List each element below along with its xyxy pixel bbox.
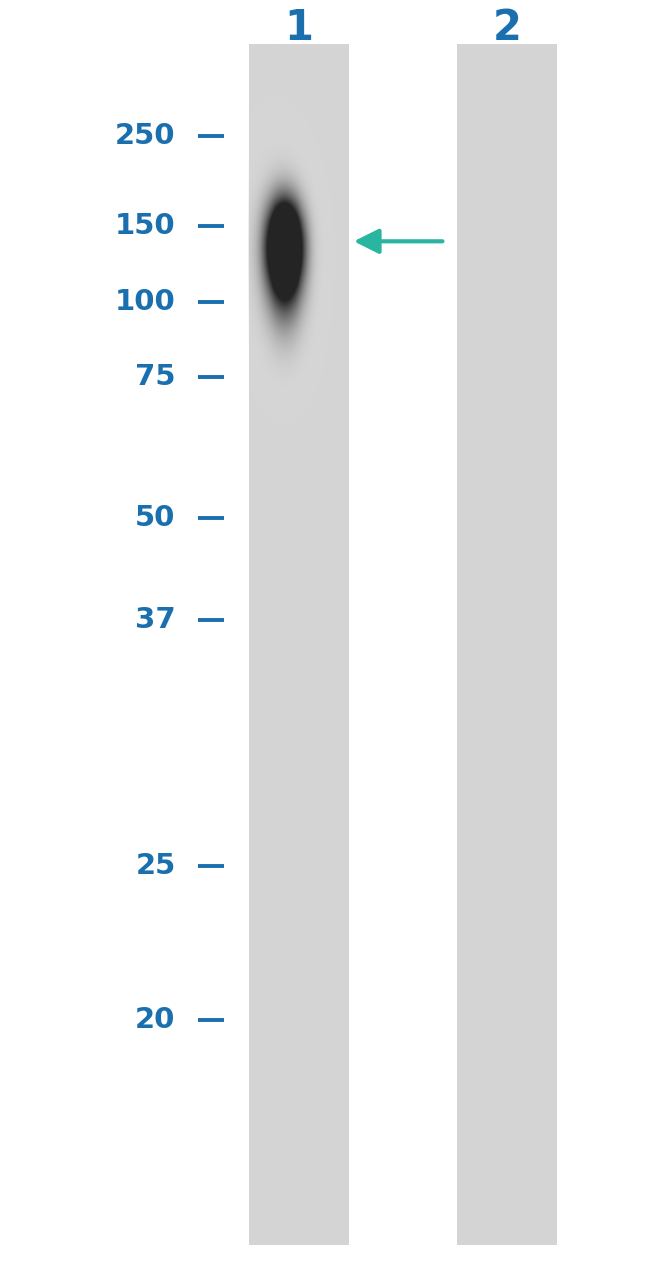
Text: 1: 1 [285, 6, 313, 50]
Bar [456, 44, 558, 1245]
Text: 2: 2 [493, 6, 521, 50]
Text: 100: 100 [115, 288, 176, 316]
Text: 20: 20 [135, 1006, 176, 1034]
Text: 75: 75 [135, 363, 176, 391]
Text: 37: 37 [135, 606, 176, 634]
Text: 50: 50 [135, 504, 176, 532]
Text: 150: 150 [115, 212, 176, 240]
Bar [248, 44, 350, 1245]
Text: 250: 250 [115, 122, 176, 150]
Text: 25: 25 [135, 852, 176, 880]
